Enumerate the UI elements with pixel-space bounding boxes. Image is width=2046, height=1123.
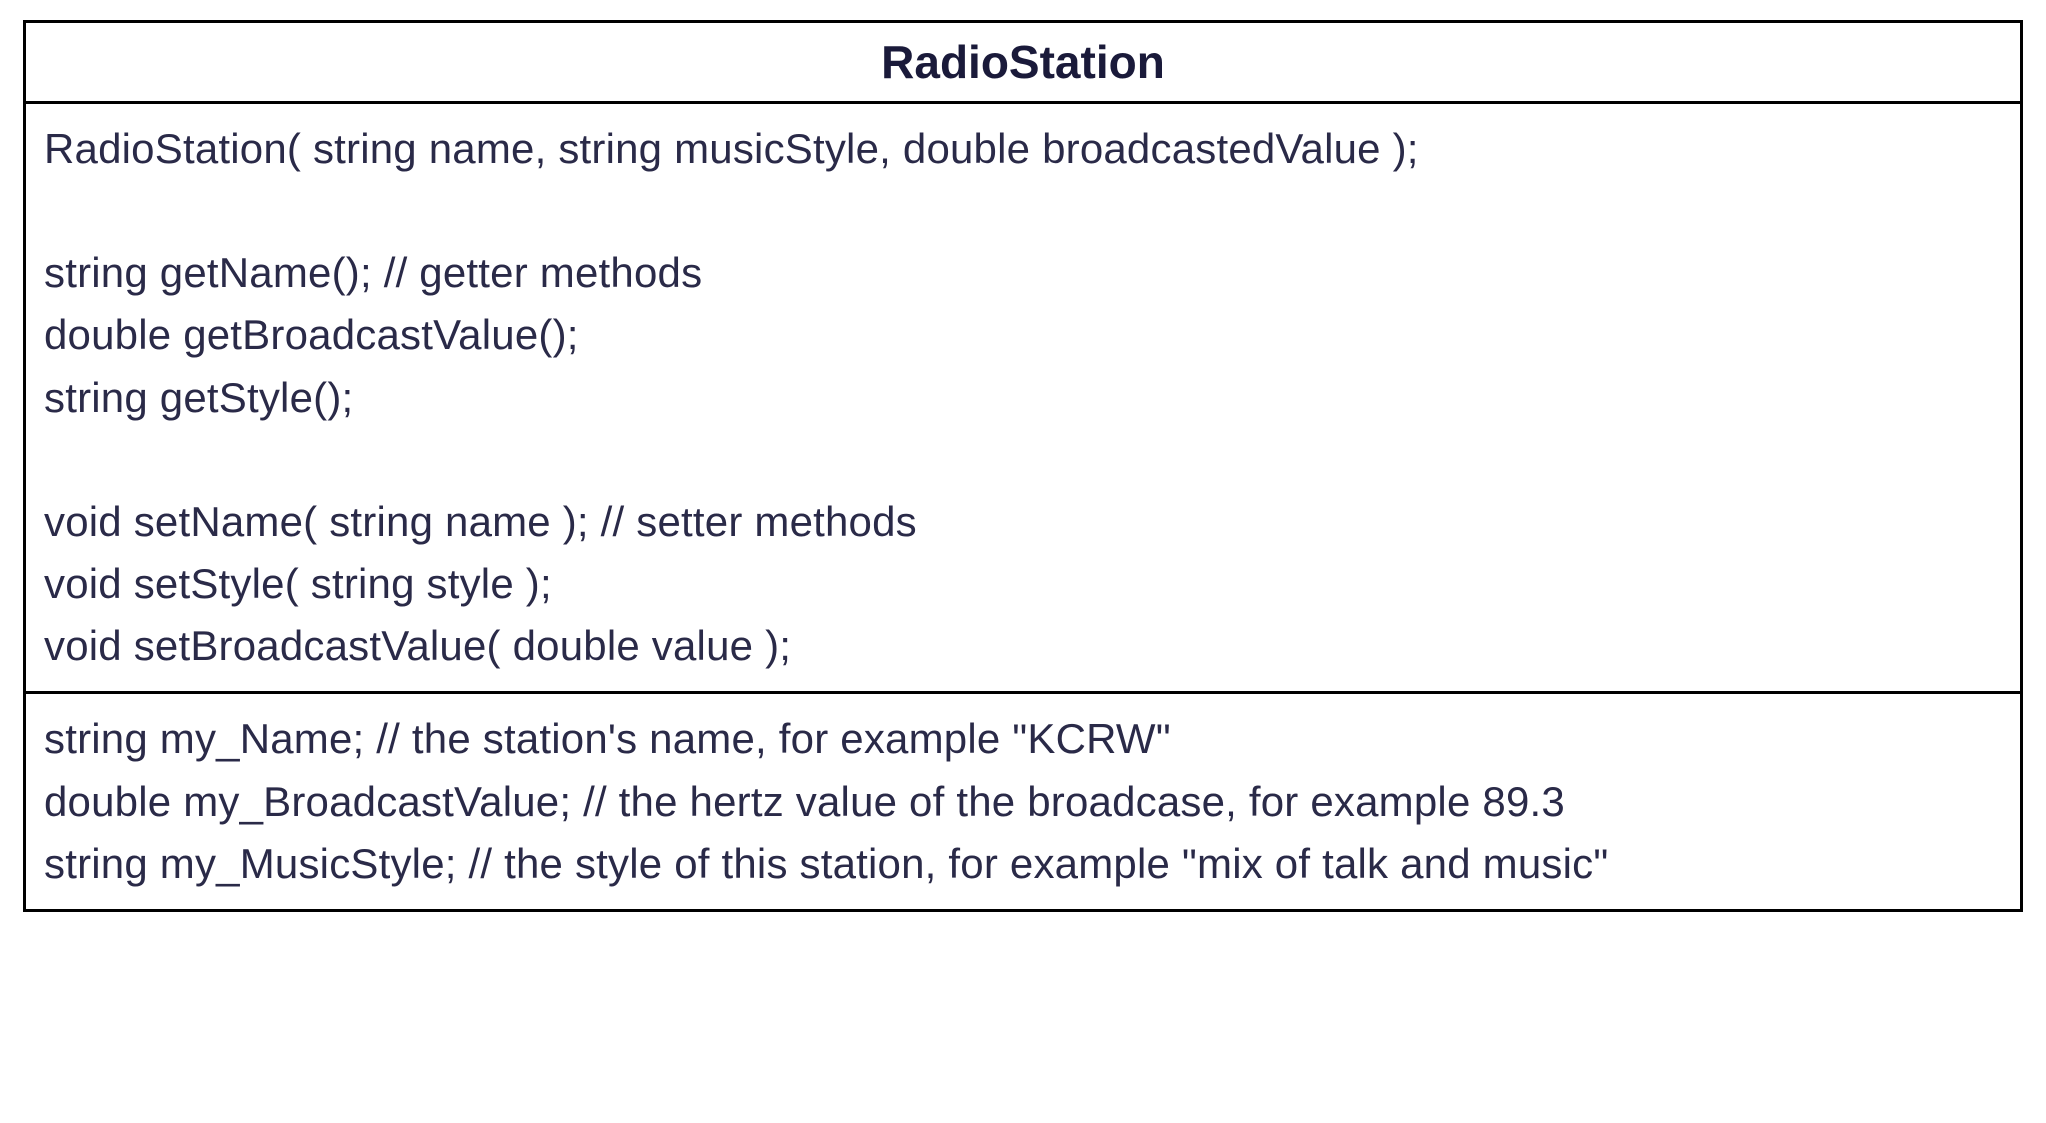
uml-class-title: RadioStation xyxy=(881,36,1165,88)
code-line: string my_MusicStyle; // the style of th… xyxy=(44,833,2002,895)
code-line: double my_BroadcastValue; // the hertz v… xyxy=(44,771,2002,833)
code-line: RadioStation( string name, string musicS… xyxy=(44,118,2002,180)
code-line: string my_Name; // the station's name, f… xyxy=(44,708,2002,770)
code-line: void setBroadcastValue( double value ); xyxy=(44,615,2002,677)
blank-line xyxy=(44,180,2002,242)
code-line: string getStyle(); xyxy=(44,367,2002,429)
uml-class-header: RadioStation xyxy=(26,23,2020,104)
code-line: void setStyle( string style ); xyxy=(44,553,2002,615)
uml-methods-section: RadioStation( string name, string musicS… xyxy=(26,104,2020,691)
code-line: double getBroadcastValue(); xyxy=(44,304,2002,366)
code-line: string getName(); // getter methods xyxy=(44,242,2002,304)
blank-line xyxy=(44,429,2002,491)
uml-class-diagram: RadioStation RadioStation( string name, … xyxy=(23,20,2023,912)
code-line: void setName( string name ); // setter m… xyxy=(44,491,2002,553)
uml-fields-section: string my_Name; // the station's name, f… xyxy=(26,691,2020,908)
